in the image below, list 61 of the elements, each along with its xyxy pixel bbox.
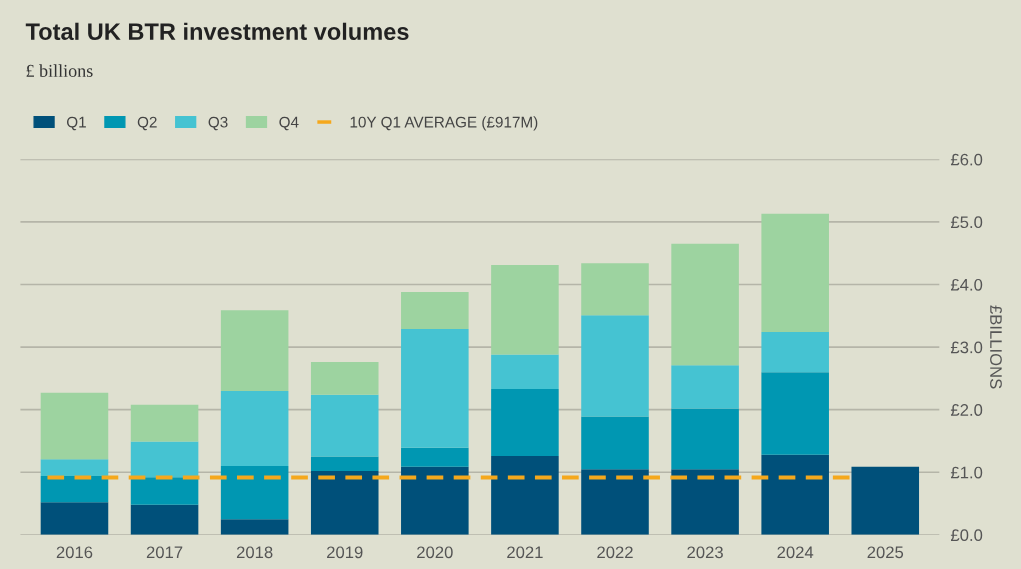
bar	[401, 447, 469, 467]
legend-label: Q1	[66, 116, 86, 131]
bar	[220, 390, 289, 467]
bar	[851, 466, 920, 535]
y-tick-label: £2.0	[950, 404, 983, 416]
y-tick-label: £0.0	[950, 529, 983, 542]
y-axis-title: £BILLIONS	[990, 305, 1002, 389]
y-tick-label: £3.0	[950, 341, 983, 354]
y-tick-label: £1.0	[950, 466, 983, 479]
bar	[40, 392, 109, 460]
bar	[220, 519, 289, 535]
x-tick-label: 2021	[507, 546, 543, 559]
bar	[130, 477, 199, 505]
bar	[581, 416, 649, 470]
x-tick-label: 2017	[146, 546, 183, 559]
bar	[761, 213, 829, 333]
x-tick-label: 2024	[777, 546, 814, 559]
x-tick-label: 2020	[417, 546, 453, 559]
bar	[130, 504, 199, 535]
bar	[130, 441, 199, 478]
x-tick-label: 2018	[236, 546, 273, 559]
bar	[491, 354, 559, 390]
bar	[581, 263, 649, 316]
x-tick-label: 2016	[56, 546, 93, 559]
bar	[581, 469, 649, 535]
x-tick-label: 2022	[597, 546, 633, 559]
bar	[581, 315, 649, 417]
legend-label: Q3	[208, 116, 228, 131]
bar	[671, 408, 739, 470]
bar	[220, 310, 289, 391]
bar	[491, 389, 559, 456]
chart-subtitle: £ billions	[26, 64, 93, 77]
bar	[310, 456, 379, 472]
bar	[761, 332, 829, 373]
legend-label: 10Y Q1 AVERAGE (£917M)	[350, 116, 538, 131]
legend-label: Q2	[137, 116, 157, 131]
legend-label: Q4	[279, 116, 299, 131]
bar	[761, 454, 829, 535]
bar	[401, 466, 469, 535]
bar	[671, 469, 739, 535]
y-tick-label: £6.0	[950, 153, 983, 166]
y-tick-label: £4.0	[950, 278, 983, 291]
bar	[491, 456, 559, 535]
chart-title: Total UK BTR investment volumes	[25, 22, 409, 41]
x-tick-label: 2025	[867, 546, 904, 559]
bar	[310, 362, 379, 395]
bar	[761, 372, 829, 455]
bar	[40, 502, 109, 535]
bar	[671, 243, 739, 366]
bar	[401, 328, 469, 448]
bar	[40, 459, 109, 477]
bar	[491, 265, 559, 355]
bar	[130, 404, 199, 442]
bar	[310, 394, 379, 457]
bar	[401, 292, 469, 329]
x-tick-label: 2019	[327, 546, 363, 559]
bar	[220, 466, 289, 520]
y-tick-label: £5.0	[950, 216, 983, 229]
x-tick-label: 2023	[687, 546, 723, 559]
bar	[671, 365, 739, 409]
bar	[310, 471, 379, 535]
